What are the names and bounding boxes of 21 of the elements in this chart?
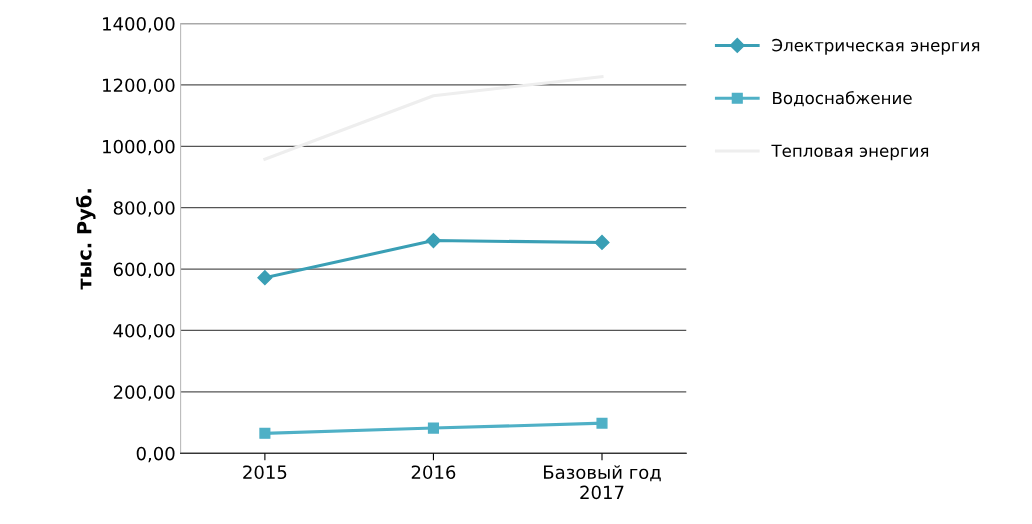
point [594,234,610,250]
y-tick-label: 400,00 [113,323,175,340]
x-tick-label: Базовый год 2017 [544,465,661,500]
y-tick-label: 0,00 [136,446,175,463]
point [257,270,273,286]
legend-label: Тепловая энергия [771,144,929,161]
y-tick-label: 600,00 [113,262,175,279]
x-tick-label: 2016 [411,465,456,480]
y-tick-label: 1200,00 [103,78,175,94]
legend-label: Электрическая энергия [772,38,980,55]
y-tick-label: 1400,00 [103,17,175,33]
y-tick-label: 1000,00 [103,139,175,156]
legend-label: Водоснабжение [773,91,912,107]
y-tick-label: 200,00 [113,385,175,401]
point [259,427,271,439]
x-tick-label: 2015 [243,465,287,480]
y-tick-label: 800,00 [113,201,175,217]
y-axis-title: тыс. Руб. [75,189,96,290]
point [425,232,442,249]
point [596,417,608,429]
point [427,422,439,434]
